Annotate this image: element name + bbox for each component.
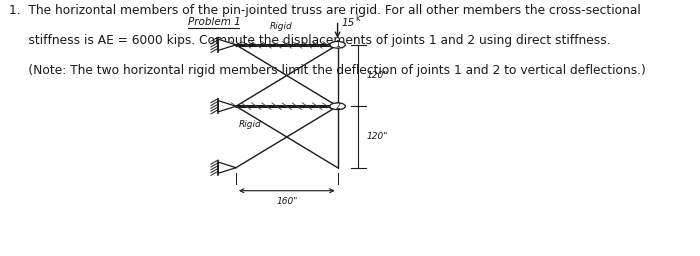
Polygon shape — [218, 101, 236, 112]
Text: 2: 2 — [335, 102, 340, 111]
Text: Rigid: Rigid — [239, 120, 262, 129]
Text: stiffness is AE = 6000 kips. Compute the displacements of joints 1 and 2 using d: stiffness is AE = 6000 kips. Compute the… — [9, 34, 610, 47]
Text: 160": 160" — [276, 197, 298, 206]
Circle shape — [330, 103, 345, 110]
Text: 120": 120" — [366, 71, 388, 80]
Text: k: k — [355, 14, 359, 23]
Text: Rigid: Rigid — [270, 22, 292, 31]
Text: 120": 120" — [366, 132, 388, 142]
Text: (Note: The two horizontal rigid members limit the deflection of joints 1 and 2 t: (Note: The two horizontal rigid members … — [9, 64, 646, 77]
Text: 15: 15 — [342, 18, 355, 28]
Text: 1: 1 — [335, 40, 340, 49]
Text: 1.  The horizontal members of the pin-jointed truss are rigid. For all other mem: 1. The horizontal members of the pin-joi… — [9, 4, 640, 17]
Text: Problem 1: Problem 1 — [188, 17, 241, 27]
Circle shape — [330, 41, 345, 48]
Polygon shape — [218, 39, 236, 50]
Polygon shape — [218, 162, 236, 173]
